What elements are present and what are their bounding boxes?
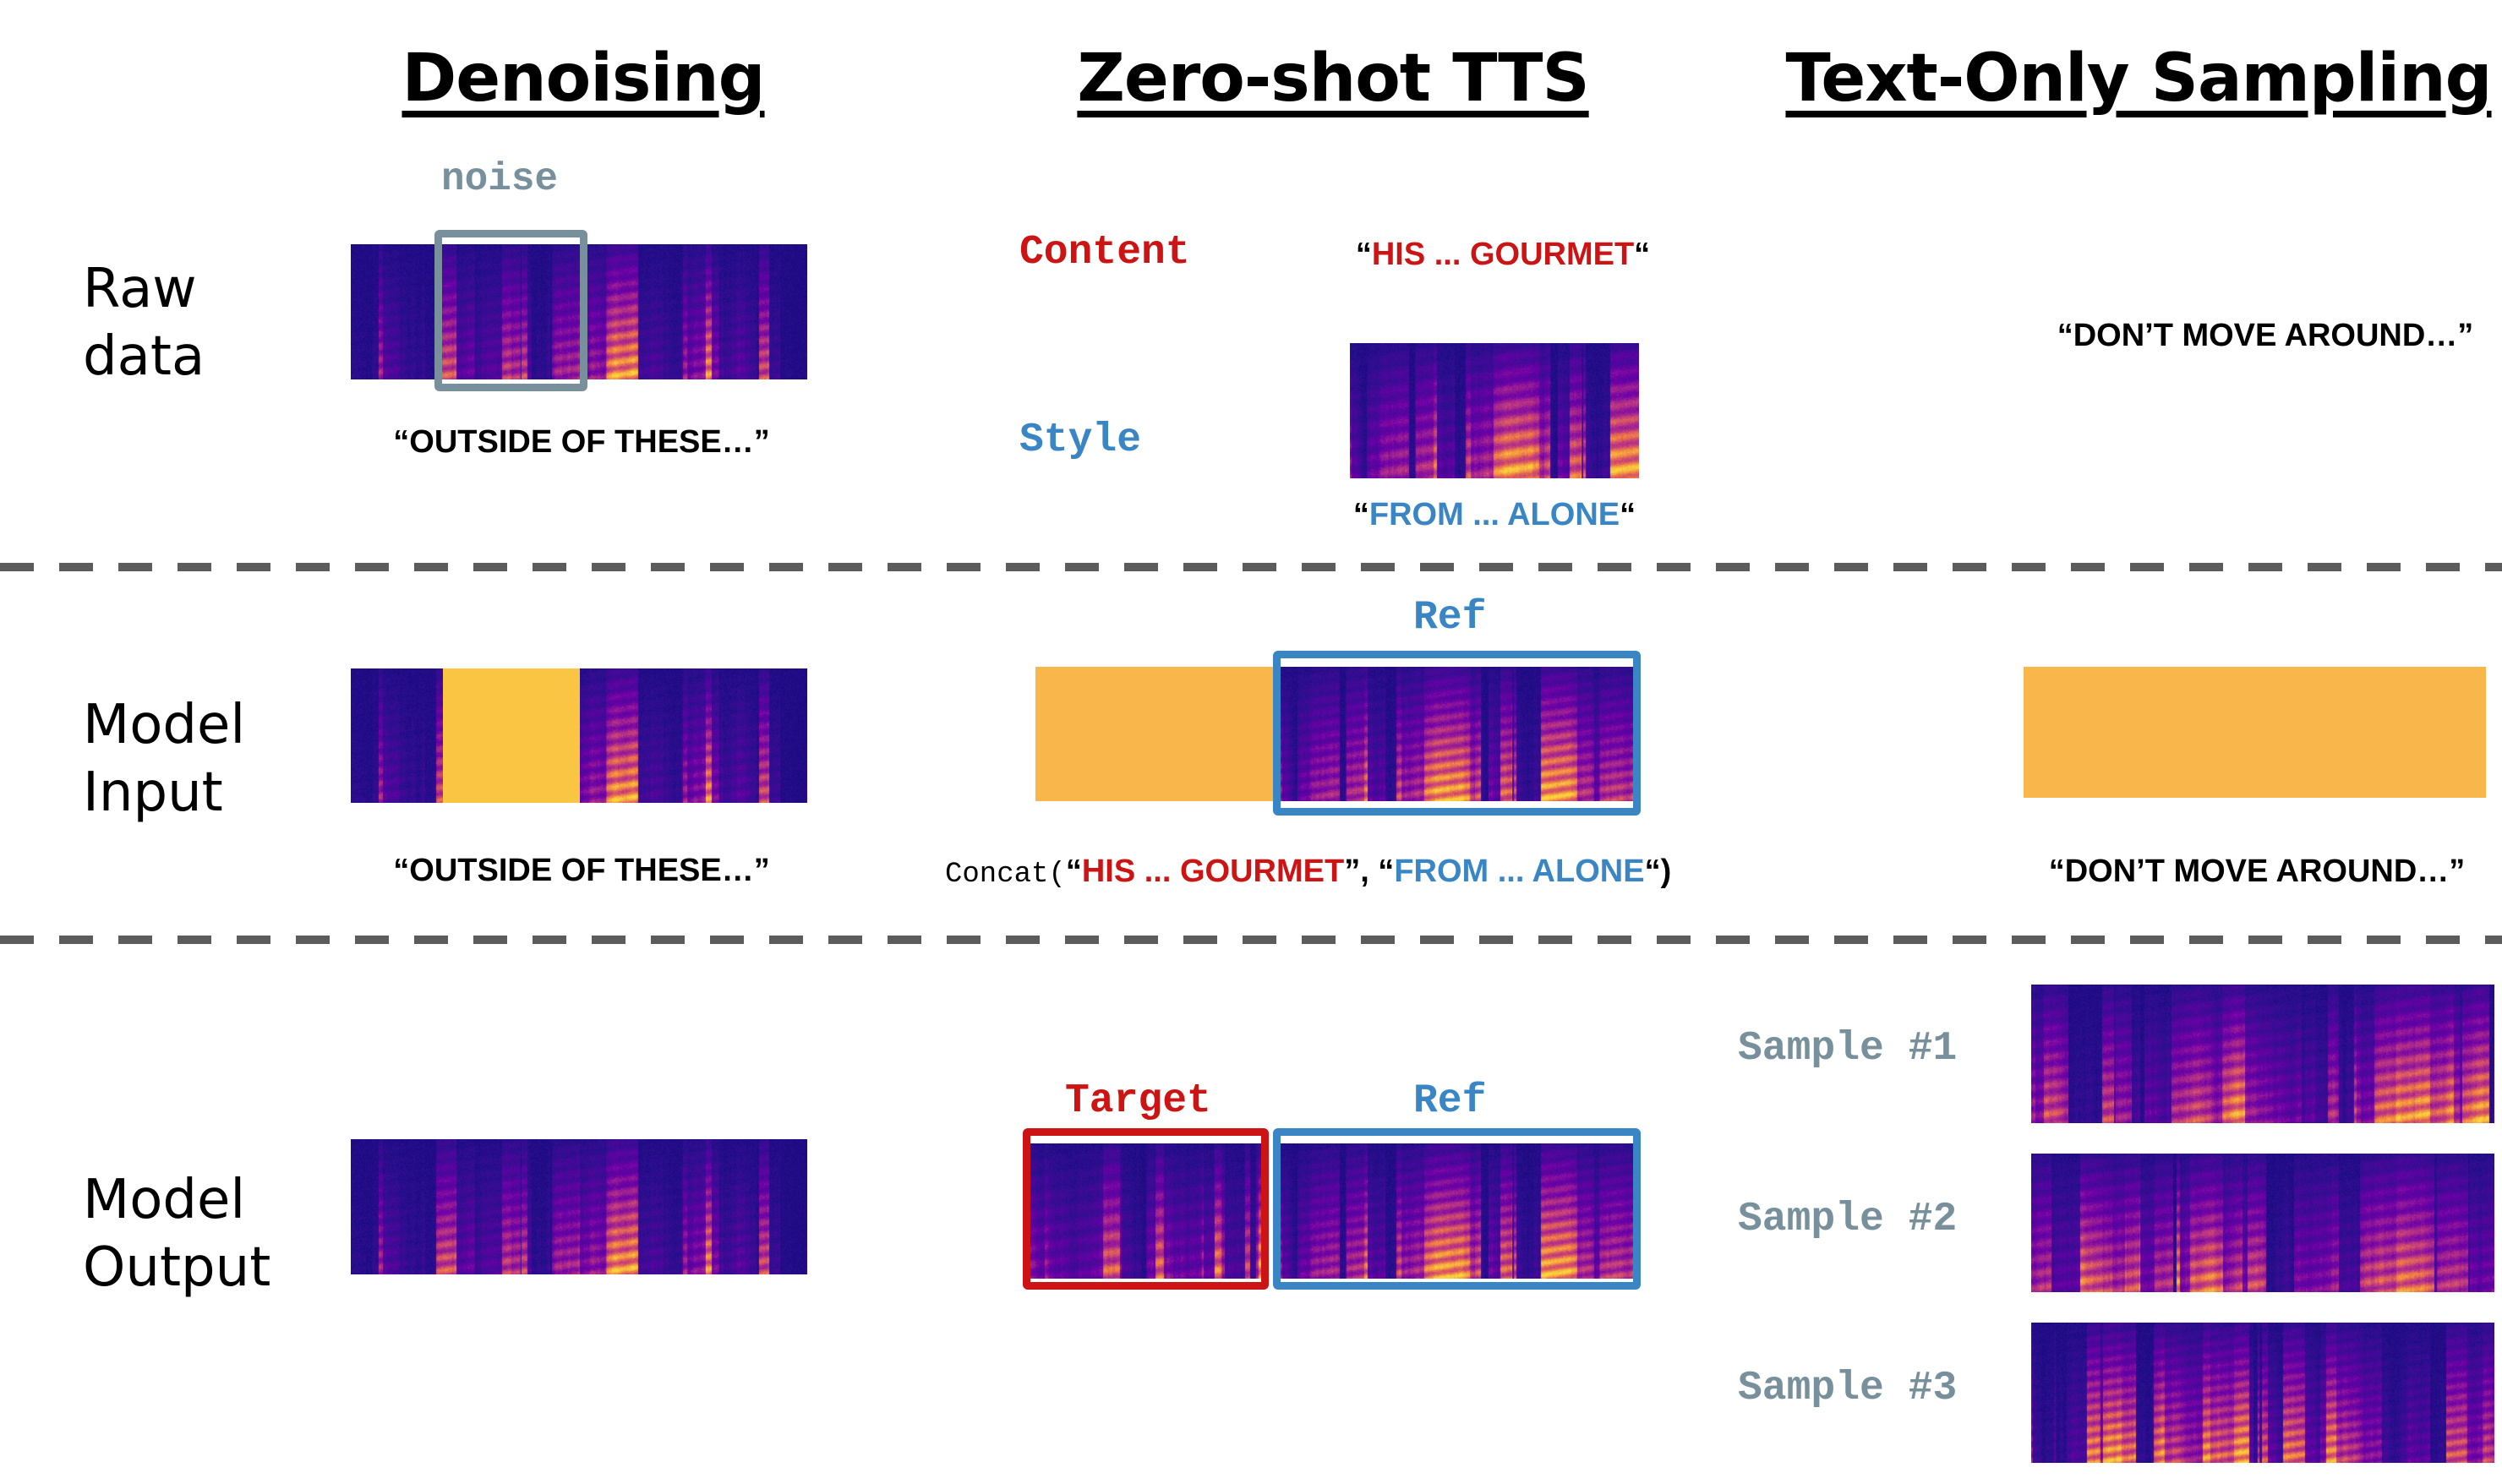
denoising-raw-transcript: “OUTSIDE OF THESE…” [393, 424, 770, 460]
noise-label: noise [441, 157, 559, 201]
content-label: Content [1019, 230, 1190, 276]
style-transcript: “FROM ... ALONE“ [1353, 497, 1636, 533]
column-heading-text-only-sampling: Text-Only Sampling [1785, 41, 2492, 117]
concat-open-quote: “ [1065, 854, 1082, 889]
sample-spectrogram-1 [2031, 985, 2494, 1123]
ref-box-output [1273, 1128, 1641, 1290]
target-label: Target [1065, 1078, 1211, 1124]
ref-box-input [1273, 651, 1641, 816]
sample-label-1: Sample #1 [1738, 1026, 1958, 1072]
open-quote: “ [1352, 497, 1369, 532]
row-divider-1 [0, 563, 2502, 571]
column-heading-zero-shot-tts: Zero-shot TTS [1077, 41, 1589, 117]
sample-spectrogram-3 [2031, 1323, 2494, 1463]
sample-label-2: Sample #2 [1738, 1197, 1958, 1242]
denoising-input-transcript: “OUTSIDE OF THESE…” [393, 853, 770, 888]
row-label-model-input: Model Input [83, 694, 246, 824]
noise-region-box [434, 230, 587, 391]
content-text: HIS ... GOURMET [1371, 237, 1635, 272]
concat-function: Concat( [945, 859, 1066, 891]
open-quote: “ [1355, 237, 1372, 272]
style-text: FROM ... ALONE [1368, 497, 1620, 532]
style-spectrogram [1350, 343, 1639, 478]
style-label: Style [1019, 417, 1142, 463]
denoising-raw-spectrogram [351, 244, 807, 379]
target-box-output [1023, 1128, 1269, 1290]
zero-shot-masked-target-region [1035, 667, 1276, 801]
row-label-raw-data: Raw data [83, 258, 205, 388]
close-quote: “ [1634, 237, 1651, 272]
close-quote: “ [1620, 497, 1636, 532]
ref-label-output: Ref [1413, 1078, 1487, 1124]
zero-shot-output-target-spectrogram [1030, 1143, 1264, 1279]
zero-shot-output-ref-spectrogram [1281, 1143, 1634, 1279]
text-only-raw-transcript: “DON’T MOVE AROUND…” [2057, 318, 2474, 353]
content-transcript: “HIS ... GOURMET“ [1356, 237, 1650, 273]
concat-style-text: FROM ... ALONE [1394, 854, 1645, 889]
row-label-model-output: Model Output [83, 1169, 271, 1299]
concat-close: “) [1644, 854, 1672, 889]
concat-expression: Concat(“HIS ... GOURMET”, “FROM ... ALON… [945, 854, 1671, 891]
text-only-input-transcript: “DON’T MOVE AROUND…” [2048, 854, 2466, 889]
concat-separator: ”, “ [1344, 854, 1395, 889]
concat-content-text: HIS ... GOURMET [1081, 854, 1345, 889]
zero-shot-input-ref-spectrogram [1281, 667, 1634, 801]
column-heading-denoising: Denoising [402, 41, 765, 117]
sample-spectrogram-2 [2031, 1154, 2494, 1292]
sample-label-3: Sample #3 [1738, 1366, 1958, 1411]
text-only-masked-input [2024, 667, 2486, 798]
ref-label-input: Ref [1413, 595, 1487, 641]
denoising-masked-region [443, 668, 580, 803]
denoising-output-spectrogram [351, 1139, 807, 1274]
row-divider-2 [0, 936, 2502, 944]
